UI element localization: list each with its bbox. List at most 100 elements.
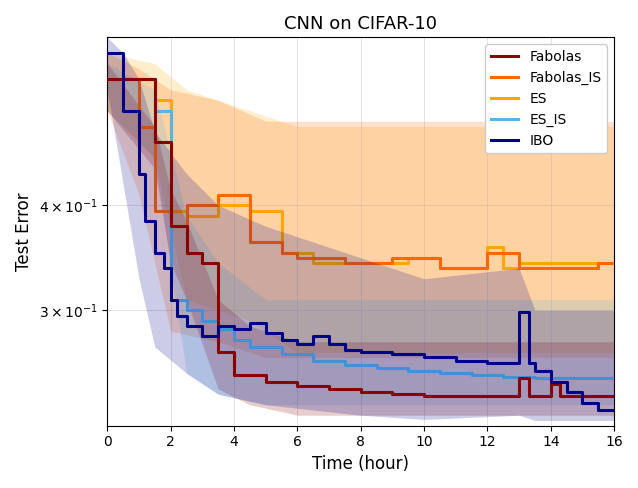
- ES_IS: [404, 365, 412, 371]
- Fabolas_IS: [484, 265, 491, 271]
- ES_IS: [611, 376, 618, 382]
- Fabolas: [452, 393, 459, 399]
- Fabolas_IS: [293, 249, 301, 255]
- ES: [404, 255, 412, 261]
- Fabolas_IS: [436, 265, 444, 271]
- ES_IS: [500, 372, 507, 378]
- Fabolas_IS: [484, 249, 491, 255]
- ES: [436, 255, 444, 261]
- ES_IS: [373, 362, 380, 368]
- Fabolas: [420, 391, 428, 397]
- Line: ES_IS: ES_IS: [107, 80, 614, 379]
- Fabolas: [484, 393, 491, 399]
- ES_IS: [468, 372, 475, 378]
- Fabolas: [547, 393, 554, 399]
- Fabolas: [525, 393, 533, 399]
- Fabolas_IS: [246, 192, 254, 198]
- Fabolas_IS: [214, 203, 222, 208]
- Fabolas: [325, 386, 333, 392]
- IBO: [182, 323, 190, 329]
- ES: [182, 213, 190, 219]
- ES_IS: [214, 326, 222, 332]
- ES: [214, 203, 222, 208]
- Fabolas_IS: [214, 192, 222, 198]
- ES_IS: [230, 326, 238, 332]
- ES_IS: [182, 307, 190, 313]
- Fabolas_IS: [151, 207, 159, 213]
- Fabolas_IS: [103, 77, 111, 82]
- Fabolas_IS: [341, 255, 349, 261]
- ES_IS: [341, 358, 349, 364]
- Fabolas_IS: [182, 224, 190, 229]
- ES_IS: [309, 358, 317, 364]
- Line: Fabolas: Fabolas: [107, 80, 614, 396]
- ES_IS: [246, 337, 254, 343]
- ES_IS: [373, 365, 380, 371]
- ES_IS: [531, 374, 538, 380]
- IBO: [142, 171, 149, 177]
- Fabolas: [262, 372, 269, 378]
- Fabolas: [151, 140, 159, 145]
- Fabolas: [516, 376, 523, 382]
- IBO: [293, 341, 301, 347]
- Fabolas: [389, 391, 396, 397]
- ES: [309, 249, 317, 255]
- IBO: [547, 368, 554, 374]
- Fabolas: [357, 386, 364, 392]
- Line: ES: ES: [107, 80, 614, 268]
- ES: [214, 213, 222, 219]
- Fabolas_IS: [436, 255, 444, 261]
- ES: [484, 265, 491, 271]
- Fabolas: [484, 393, 491, 399]
- Fabolas_IS: [595, 265, 602, 271]
- Fabolas: [230, 349, 238, 355]
- Fabolas: [198, 260, 206, 266]
- ES: [167, 207, 175, 213]
- ES_IS: [309, 351, 317, 357]
- Y-axis label: Test Error: Test Error: [15, 192, 33, 271]
- ES: [309, 260, 317, 266]
- Fabolas: [293, 379, 301, 385]
- ES: [611, 260, 618, 266]
- IBO: [611, 407, 618, 413]
- Fabolas_IS: [293, 255, 301, 261]
- Fabolas_IS: [611, 260, 618, 266]
- ES: [278, 249, 285, 255]
- ES: [151, 98, 159, 103]
- Fabolas: [214, 349, 222, 355]
- Fabolas_IS: [182, 203, 190, 208]
- Fabolas: [516, 393, 523, 399]
- Fabolas: [198, 249, 206, 255]
- Fabolas: [182, 224, 190, 229]
- ES_IS: [436, 370, 444, 376]
- ES_IS: [198, 307, 206, 313]
- Fabolas: [293, 383, 301, 389]
- Fabolas_IS: [246, 239, 254, 245]
- ES: [167, 98, 175, 103]
- ES: [103, 77, 111, 82]
- Fabolas_IS: [341, 260, 349, 266]
- ES: [404, 260, 412, 266]
- Fabolas: [262, 379, 269, 385]
- Fabolas_IS: [135, 77, 143, 82]
- ES: [246, 203, 254, 208]
- ES_IS: [341, 362, 349, 368]
- IBO: [595, 407, 602, 413]
- ES_IS: [151, 77, 159, 82]
- Fabolas_IS: [389, 260, 396, 266]
- IBO: [357, 347, 364, 353]
- ES: [151, 77, 159, 82]
- ES_IS: [436, 368, 444, 374]
- Fabolas: [214, 260, 222, 266]
- Fabolas_IS: [516, 265, 523, 271]
- Fabolas: [103, 77, 111, 82]
- Fabolas_IS: [516, 249, 523, 255]
- Legend: Fabolas, Fabolas_IS, ES, ES_IS, IBO: Fabolas, Fabolas_IS, ES, ES_IS, IBO: [485, 44, 607, 153]
- ES: [436, 265, 444, 271]
- ES_IS: [500, 374, 507, 380]
- ES_IS: [103, 77, 111, 82]
- ES_IS: [531, 376, 538, 382]
- IBO: [167, 297, 175, 303]
- Fabolas_IS: [135, 123, 143, 129]
- Fabolas: [167, 224, 175, 229]
